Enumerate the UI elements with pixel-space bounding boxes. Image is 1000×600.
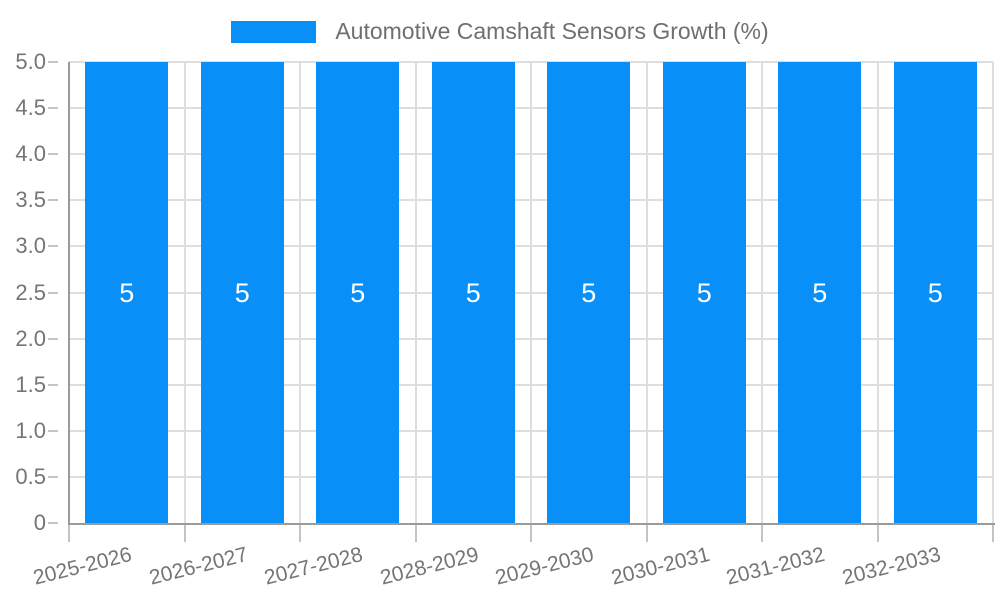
v-gridline [299, 62, 301, 523]
bar-value-label: 5 [927, 277, 943, 308]
y-axis-tick [48, 245, 58, 248]
y-axis-tick-label: 3.0 [15, 233, 46, 259]
x-axis-tick [645, 525, 648, 542]
bar [85, 62, 169, 523]
bar-value-label: 5 [350, 277, 366, 308]
y-axis-tick [48, 522, 58, 524]
x-axis-category-label: 2031-2032 [724, 543, 828, 590]
bar-value-label: 5 [234, 277, 250, 308]
y-axis-tick-label: 2.5 [15, 279, 46, 305]
bar-value-label: 5 [812, 277, 828, 308]
chart-legend[interactable]: Automotive Camshaft Sensors Growth (%) [0, 18, 1000, 45]
y-axis-tick-label: 1.0 [15, 417, 46, 443]
bar [778, 62, 862, 523]
x-axis-category-label: 2032-2033 [839, 543, 943, 590]
y-axis-tick-label: 0.5 [15, 463, 46, 489]
y-axis-tick-label: 1.5 [15, 371, 46, 397]
x-axis-tick [761, 525, 763, 542]
y-axis-tick [48, 383, 58, 386]
y-axis-tick-label: 3.5 [15, 187, 46, 213]
bar [662, 62, 746, 523]
x-axis-tick [183, 525, 186, 542]
bar [547, 62, 631, 523]
y-axis-tick [48, 199, 58, 202]
x-axis-category-label: 2028-2029 [377, 543, 481, 590]
y-axis-tick-label: 5.0 [15, 49, 46, 74]
bar-value-label: 5 [465, 277, 481, 308]
y-axis-tick [48, 429, 58, 432]
x-axis-line [68, 523, 995, 525]
x-axis-category-label: 2027-2028 [262, 543, 366, 590]
x-axis-tick [299, 525, 301, 542]
bar-value-label: 5 [119, 277, 135, 308]
bar-value-label: 5 [581, 277, 597, 308]
y-axis-tick [48, 107, 58, 110]
y-axis-tick [48, 291, 58, 294]
x-axis-category-label: 2025-2026 [31, 543, 135, 590]
x-axis-category-label: 2029-2030 [493, 543, 597, 590]
x-axis-category-label: 2026-2027 [146, 543, 250, 590]
bar-value-label: 5 [696, 277, 712, 308]
y-axis-tick [48, 153, 58, 156]
v-gridline [530, 62, 532, 523]
y-axis-tick-label: 4.5 [15, 95, 46, 121]
v-gridline [414, 62, 417, 523]
legend-swatch [231, 20, 317, 43]
v-gridline [645, 62, 648, 523]
bar [316, 62, 400, 523]
v-gridline [761, 62, 763, 523]
x-axis-tick [876, 525, 879, 542]
bar [893, 62, 977, 523]
v-gridline [876, 62, 879, 523]
bar [200, 62, 284, 523]
bar [431, 62, 515, 523]
x-axis-category-label: 2030-2031 [608, 543, 712, 590]
y-axis-tick [48, 337, 58, 340]
y-axis-tick-label: 0 [33, 510, 46, 535]
y-axis-tick [48, 61, 58, 63]
y-axis-tick [48, 475, 58, 478]
x-axis-tick [414, 525, 417, 542]
x-axis-tick [530, 525, 532, 542]
y-axis-line [68, 62, 70, 523]
x-axis-tick [68, 525, 70, 542]
x-axis-tick [992, 525, 994, 542]
v-gridline [992, 62, 994, 523]
legend-label: Automotive Camshaft Sensors Growth (%) [335, 18, 769, 44]
v-gridline [183, 62, 186, 523]
y-axis-tick-label: 2.0 [15, 325, 46, 351]
y-axis-tick-label: 4.0 [15, 141, 46, 167]
